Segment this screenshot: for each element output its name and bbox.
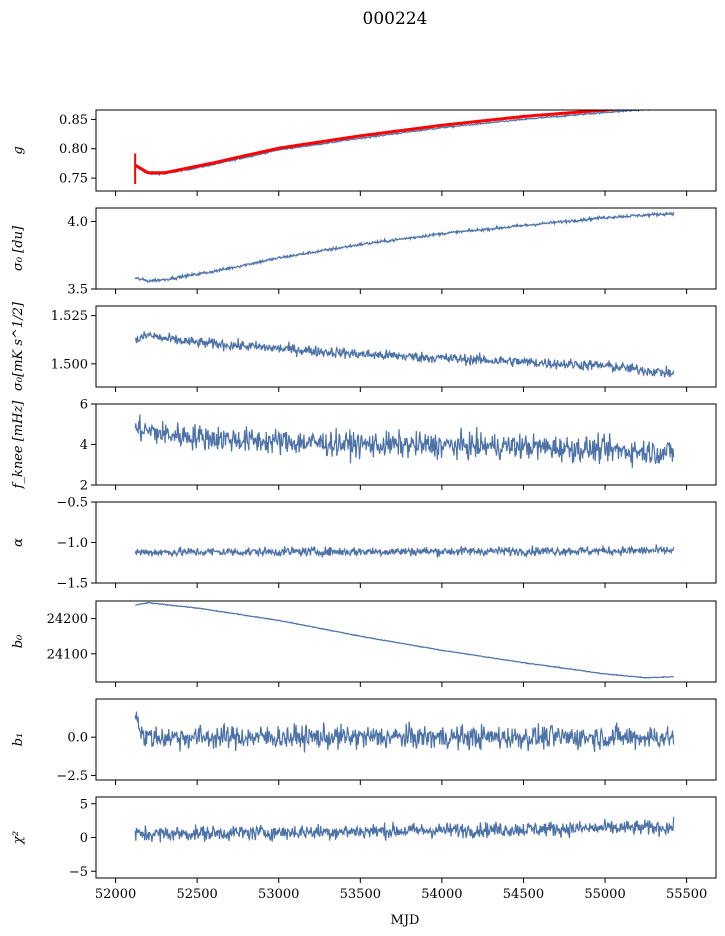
axes-frame-b1 bbox=[95, 698, 717, 781]
panel-g: 0.75 0.80 0.85 g bbox=[11, 109, 717, 196]
y-tick-label-g: 0.80 bbox=[59, 142, 88, 157]
y-tick-label-b0: 24200 bbox=[47, 612, 88, 627]
y-tick-label-sigma0_mK: 1.525 bbox=[51, 309, 88, 324]
series-line-chi2 bbox=[134, 816, 675, 843]
x-tick-label: 53000 bbox=[258, 887, 299, 902]
y-tick-label-alpha: −0.5 bbox=[56, 496, 88, 511]
y-tick-label-b1: −2.5 bbox=[56, 769, 88, 784]
y-axis-label-chi2: χ² bbox=[11, 831, 26, 845]
y-tick-label-fknee: 2 bbox=[80, 479, 88, 494]
x-tick-label: 55500 bbox=[666, 887, 707, 902]
y-tick-label-fknee: 4 bbox=[80, 438, 88, 453]
series-line-b1 bbox=[134, 711, 675, 753]
x-tick-label: 53500 bbox=[340, 887, 381, 902]
y-axis-label-g: g bbox=[11, 146, 26, 154]
panels: 0.75 0.80 0.85 g 3.5 4.0 σ₀ [du] 1.500 1.525 σ₀[m… bbox=[11, 109, 717, 902]
fit-line-g bbox=[134, 110, 626, 175]
axes-frame-alpha bbox=[95, 501, 717, 584]
y-tick-label-alpha: −1.5 bbox=[56, 577, 88, 592]
x-tick-label: 52500 bbox=[176, 887, 217, 902]
y-axis-label-b0: b₀ bbox=[11, 634, 26, 648]
y-axis-label-sigma0: σ₀ [du] bbox=[11, 225, 26, 271]
y-tick-label-sigma0: 3.5 bbox=[67, 283, 88, 298]
x-tick-label: 55000 bbox=[584, 887, 625, 902]
series-line-alpha bbox=[134, 544, 675, 559]
y-tick-label-b0: 24100 bbox=[47, 647, 88, 662]
panel-fknee: 2 4 6 f_knee [mHz] bbox=[11, 398, 717, 494]
panel-chi2: 52000 52500 53000 53500 54000 54500 55000 55500… bbox=[11, 796, 717, 902]
series-line-sigma0 bbox=[134, 211, 675, 284]
panel-b0: 24100 24200 b₀ bbox=[11, 600, 717, 687]
y-tick-label-g: 0.85 bbox=[59, 113, 88, 128]
y-tick-label-chi2: −5 bbox=[69, 865, 88, 880]
y-axis-label-sigma0_mK: σ₀[mK s^1/2] bbox=[11, 301, 26, 391]
axes-frame-sigma0_mK bbox=[95, 305, 717, 388]
axes-frame-g bbox=[95, 109, 717, 192]
series-line-b0 bbox=[135, 601, 674, 679]
y-tick-label-alpha: −1.0 bbox=[56, 536, 88, 551]
panel-alpha: −1.5 −1.0 −0.5 α bbox=[11, 496, 717, 592]
y-axis-label-fknee: f_knee [mHz] bbox=[11, 400, 26, 490]
y-tick-label-sigma0: 4.0 bbox=[67, 215, 88, 230]
x-tick-label: 54000 bbox=[421, 887, 462, 902]
series-line-g bbox=[134, 110, 659, 177]
panel-sigma0: 3.5 4.0 σ₀ [du] bbox=[11, 207, 717, 298]
panel-sigma0_mK: 1.500 1.525 σ₀[mK s^1/2] bbox=[11, 301, 717, 392]
figure-title: 000224 bbox=[363, 9, 428, 29]
y-axis-label-b1: b₁ bbox=[11, 733, 26, 747]
y-tick-label-g: 0.75 bbox=[59, 172, 88, 187]
axes-frame-b0 bbox=[95, 600, 717, 683]
series-line-fknee bbox=[134, 414, 675, 468]
y-tick-label-fknee: 6 bbox=[80, 398, 88, 413]
axes-frame-sigma0 bbox=[95, 207, 717, 290]
y-axis-label-alpha: α bbox=[11, 538, 26, 547]
y-tick-label-b1: 0.0 bbox=[67, 731, 88, 746]
x-axis-label: MJD bbox=[391, 913, 420, 928]
y-tick-label-sigma0_mK: 1.500 bbox=[51, 357, 88, 372]
y-tick-label-chi2: 5 bbox=[80, 797, 88, 812]
series-line-sigma0_mK bbox=[134, 331, 675, 378]
y-tick-label-chi2: 0 bbox=[80, 831, 88, 846]
x-tick-label: 52000 bbox=[95, 887, 136, 902]
panel-b1: −2.5 0.0 b₁ bbox=[11, 698, 717, 785]
x-tick-label: 54500 bbox=[503, 887, 544, 902]
